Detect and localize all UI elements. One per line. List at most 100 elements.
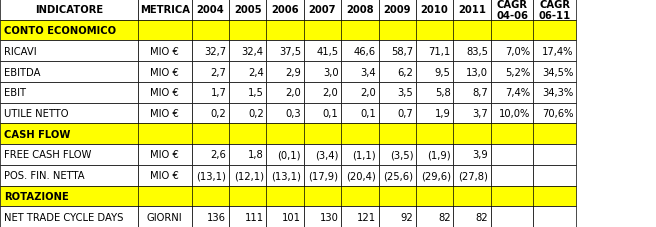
Text: 0,1: 0,1	[323, 109, 338, 118]
Text: CAGR
04-06: CAGR 04-06	[496, 0, 528, 21]
Bar	[453, 144, 491, 165]
Bar	[192, 165, 229, 186]
Bar	[138, 41, 192, 62]
Text: 46,6: 46,6	[354, 47, 376, 57]
Text: 3,7: 3,7	[472, 109, 488, 118]
Text: 41,5: 41,5	[316, 47, 338, 57]
Text: 70,6%: 70,6%	[542, 109, 573, 118]
Bar	[453, 0, 491, 21]
Text: 37,5: 37,5	[279, 47, 301, 57]
Bar	[229, 144, 266, 165]
Bar	[416, 83, 453, 103]
Text: 2005: 2005	[234, 5, 262, 15]
Text: CAGR
06-11: CAGR 06-11	[539, 0, 571, 21]
Bar	[453, 103, 491, 124]
Bar	[192, 62, 229, 83]
Text: (27,8): (27,8)	[458, 170, 488, 180]
Text: 2,6: 2,6	[211, 150, 226, 160]
Bar	[379, 165, 416, 186]
Bar	[229, 41, 266, 62]
Text: 71,1: 71,1	[428, 47, 451, 57]
Bar	[341, 41, 379, 62]
Text: EBIT: EBIT	[4, 88, 26, 98]
Text: GIORNI: GIORNI	[147, 212, 182, 222]
Text: MIO €: MIO €	[150, 88, 179, 98]
Text: 32,4: 32,4	[241, 47, 264, 57]
Text: (12,1): (12,1)	[234, 170, 264, 180]
Text: 3,0: 3,0	[323, 67, 338, 77]
Bar	[379, 83, 416, 103]
Text: 2,4: 2,4	[248, 67, 264, 77]
Text: 1,7: 1,7	[211, 88, 226, 98]
Text: MIO €: MIO €	[150, 67, 179, 77]
Bar	[229, 62, 266, 83]
Text: 2004: 2004	[196, 5, 224, 15]
Bar	[304, 62, 341, 83]
Text: 82: 82	[438, 212, 451, 222]
Bar	[379, 41, 416, 62]
Text: 2007: 2007	[309, 5, 336, 15]
Text: (25,6): (25,6)	[383, 170, 413, 180]
Text: (17,9): (17,9)	[308, 170, 338, 180]
Text: 0,7: 0,7	[398, 109, 413, 118]
Bar	[304, 144, 341, 165]
Text: 10,0%: 10,0%	[499, 109, 531, 118]
Text: UTILE NETTO: UTILE NETTO	[4, 109, 68, 118]
Bar	[192, 41, 229, 62]
Text: 5,8: 5,8	[435, 88, 451, 98]
Text: 6,2: 6,2	[398, 67, 413, 77]
Text: INDICATORE: INDICATORE	[35, 5, 103, 15]
Bar	[533, 0, 576, 21]
Bar	[533, 165, 576, 186]
Text: 130: 130	[319, 212, 338, 222]
Text: POS. FIN. NETTA: POS. FIN. NETTA	[4, 170, 85, 180]
Text: (13,1): (13,1)	[271, 170, 301, 180]
Bar	[138, 103, 192, 124]
Bar	[192, 206, 229, 227]
Bar	[453, 83, 491, 103]
Bar	[491, 41, 533, 62]
Text: MIO €: MIO €	[150, 109, 179, 118]
Text: 0,1: 0,1	[360, 109, 376, 118]
Text: 2010: 2010	[420, 5, 449, 15]
Text: MIO €: MIO €	[150, 47, 179, 57]
Bar	[304, 83, 341, 103]
Bar	[416, 144, 453, 165]
Text: 0,2: 0,2	[211, 109, 226, 118]
Bar	[0, 165, 138, 186]
Text: (3,5): (3,5)	[390, 150, 413, 160]
Text: 7,4%: 7,4%	[506, 88, 531, 98]
Text: CONTO ECONOMICO: CONTO ECONOMICO	[4, 26, 116, 36]
Bar	[192, 83, 229, 103]
Bar	[229, 103, 266, 124]
Bar	[266, 103, 304, 124]
Bar	[379, 103, 416, 124]
Bar	[0, 206, 138, 227]
Text: 3,9: 3,9	[472, 150, 488, 160]
Text: 0,3: 0,3	[285, 109, 301, 118]
Bar	[138, 206, 192, 227]
Text: 2009: 2009	[384, 5, 411, 15]
Bar	[379, 62, 416, 83]
Text: CASH FLOW: CASH FLOW	[4, 129, 70, 139]
Text: 58,7: 58,7	[391, 47, 413, 57]
Bar	[0, 62, 138, 83]
Bar	[0, 103, 138, 124]
Bar	[192, 144, 229, 165]
Bar	[533, 103, 576, 124]
Bar	[266, 0, 304, 21]
Bar	[341, 165, 379, 186]
Bar	[341, 62, 379, 83]
Bar	[229, 83, 266, 103]
Bar	[379, 144, 416, 165]
Bar	[304, 41, 341, 62]
Bar	[138, 0, 192, 21]
Bar	[491, 206, 533, 227]
Text: (0,1): (0,1)	[277, 150, 301, 160]
Bar	[491, 144, 533, 165]
Text: RICAVI: RICAVI	[4, 47, 37, 57]
Bar	[533, 144, 576, 165]
Text: 82: 82	[476, 212, 488, 222]
Text: 13,0: 13,0	[466, 67, 488, 77]
Text: 1,5: 1,5	[248, 88, 264, 98]
